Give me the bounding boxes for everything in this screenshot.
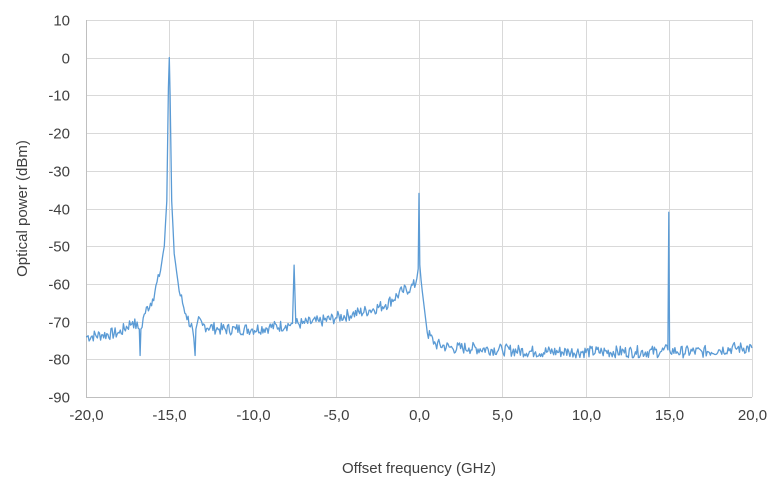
x-tick-labels: -20,0 -15,0 -10,0 -5,0 0,0 5,0 10,0 15,0 20,0 [69, 407, 767, 424]
x-axis-title: Offset frequency (GHz) [342, 460, 496, 477]
y-axis-title: Optical power (dBm) [14, 140, 31, 277]
x-tick-label: 0,0 [409, 407, 430, 424]
x-tick-label: -20,0 [69, 407, 103, 424]
y-tick-label: -90 [48, 390, 70, 407]
x-tick-label: 15,0 [655, 407, 684, 424]
y-tick-label: -50 [48, 239, 70, 256]
x-tick-label: 20,0 [738, 407, 767, 424]
x-tick-label: -10,0 [236, 407, 270, 424]
x-tick-label: 5,0 [492, 407, 513, 424]
y-tick-label: -60 [48, 277, 70, 294]
x-tick-label: -5,0 [324, 407, 350, 424]
y-tick-label: 10 [53, 13, 70, 30]
y-tick-label: -10 [48, 88, 70, 105]
y-tick-labels: 10 0 -10 -20 -30 -40 -50 -60 -70 -80 -90 [48, 13, 70, 407]
y-tick-label: 0 [62, 51, 70, 68]
series-line [86, 57, 753, 359]
y-tick-label: -20 [48, 126, 70, 143]
y-tick-label: -80 [48, 352, 70, 369]
x-tick-label: -15,0 [152, 407, 186, 424]
x-tick-label: 10,0 [572, 407, 601, 424]
y-tick-label: -70 [48, 315, 70, 332]
y-tick-label: -30 [48, 164, 70, 181]
y-tick-label: -40 [48, 202, 70, 219]
